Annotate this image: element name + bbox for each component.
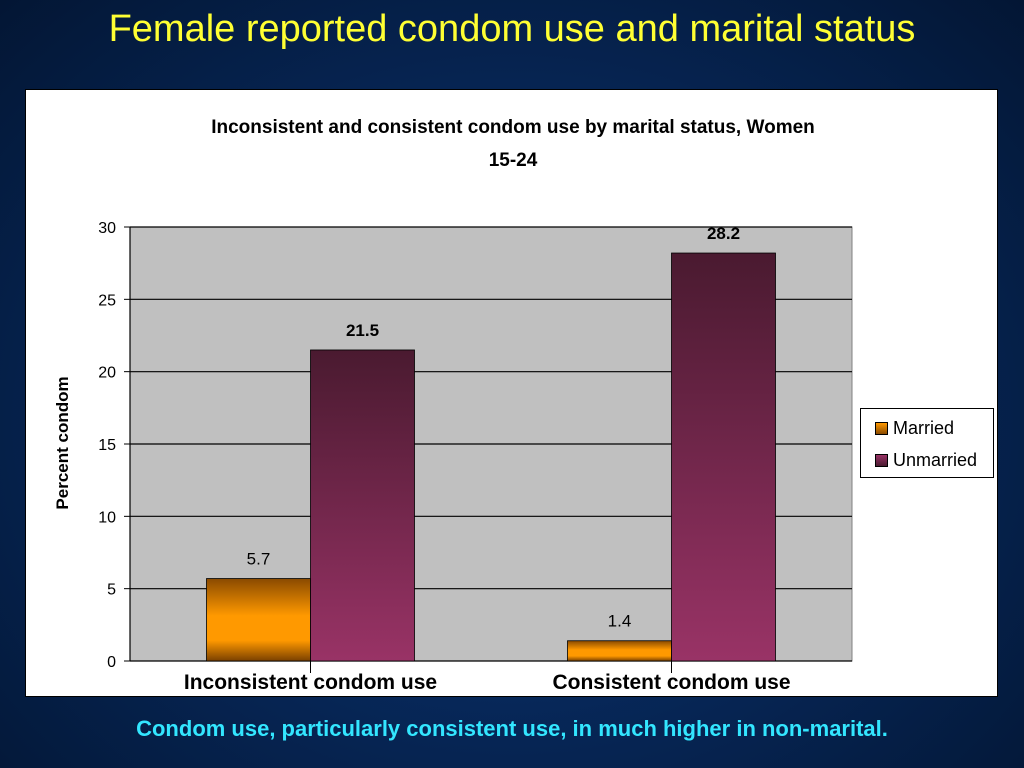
- y-tick-label: 15: [98, 437, 116, 454]
- data-label-married-1: 5.7: [247, 550, 271, 569]
- chart-title-line1: Inconsistent and consistent condom use b…: [211, 117, 815, 138]
- bar-unmarried-2: [671, 252, 776, 662]
- legend-label-unmarried: Unmarried: [893, 450, 978, 470]
- y-tick-label: 30: [98, 220, 116, 237]
- chart-frame: Inconsistent and consistent condom use b…: [25, 89, 998, 697]
- slide-title: Female reported condom use and marital s…: [108, 8, 916, 50]
- chart-title-line2: 15-24: [489, 150, 538, 171]
- legend-swatch-unmarried: [875, 454, 888, 467]
- x-category-label: Inconsistent condom use: [184, 671, 437, 694]
- x-category-label: Consistent condom use: [552, 671, 790, 694]
- bar-married-1: [206, 578, 311, 662]
- y-tick-label: 25: [98, 292, 116, 309]
- chart-legend: Married Unmarried: [860, 408, 994, 478]
- bar-unmarried-1: [310, 349, 415, 662]
- data-label-unmarried-1: 21.5: [346, 321, 379, 340]
- legend-label-married: Married: [893, 418, 955, 438]
- y-tick-label: 10: [98, 509, 116, 526]
- y-tick-label: 20: [98, 365, 116, 382]
- y-axis-label: Percent condom: [53, 376, 72, 509]
- y-tick-label: 0: [107, 654, 116, 671]
- bar-married-2: [567, 640, 672, 662]
- data-label-married-2: 1.4: [608, 612, 632, 631]
- bar-chart: Inconsistent and consistent condom use b…: [53, 117, 853, 694]
- data-label-unmarried-2: 28.2: [707, 224, 740, 243]
- legend-swatch-married: [875, 422, 888, 435]
- y-tick-label: 5: [107, 582, 116, 599]
- footer-text: Condom use, particularly consistent use,…: [136, 716, 888, 741]
